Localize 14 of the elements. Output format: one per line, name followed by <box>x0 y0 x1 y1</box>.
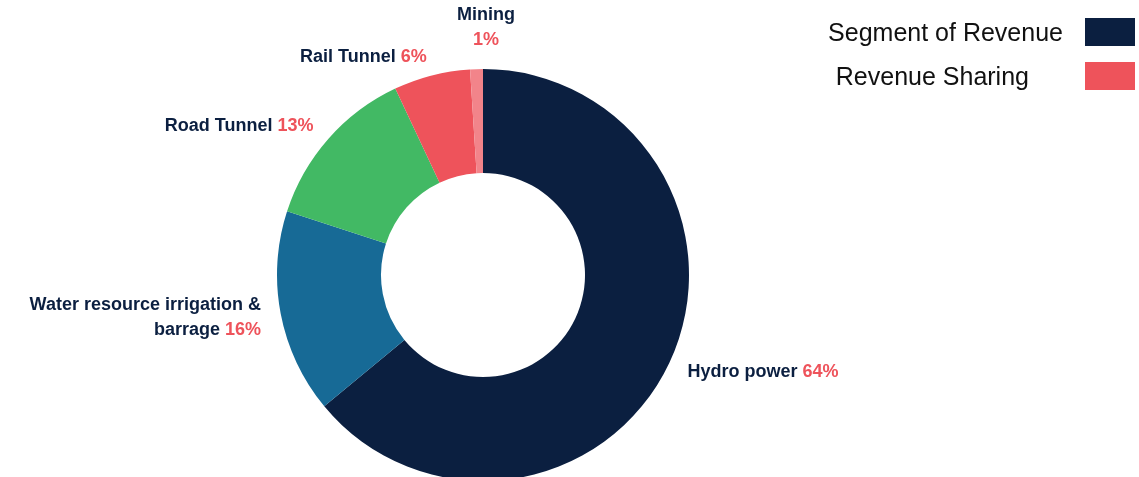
slice-label: Road Tunnel <box>164 115 273 136</box>
donut-slice <box>395 69 477 183</box>
slice-label: Rail Tunnel <box>300 45 396 66</box>
text: Segment of Revenue <box>828 17 1063 47</box>
donut-slice <box>470 69 483 174</box>
data-label: 1% <box>472 29 499 50</box>
data-label: 64% <box>802 360 839 381</box>
text: Revenue Sharing <box>835 61 1029 91</box>
donut-slice <box>277 211 405 407</box>
slice-label: Hydro power <box>687 360 798 381</box>
data-label: 16% <box>224 319 261 340</box>
data-label: 13% <box>277 115 314 136</box>
data-label: 6% <box>400 45 427 66</box>
slice-label: Mining <box>456 4 515 25</box>
